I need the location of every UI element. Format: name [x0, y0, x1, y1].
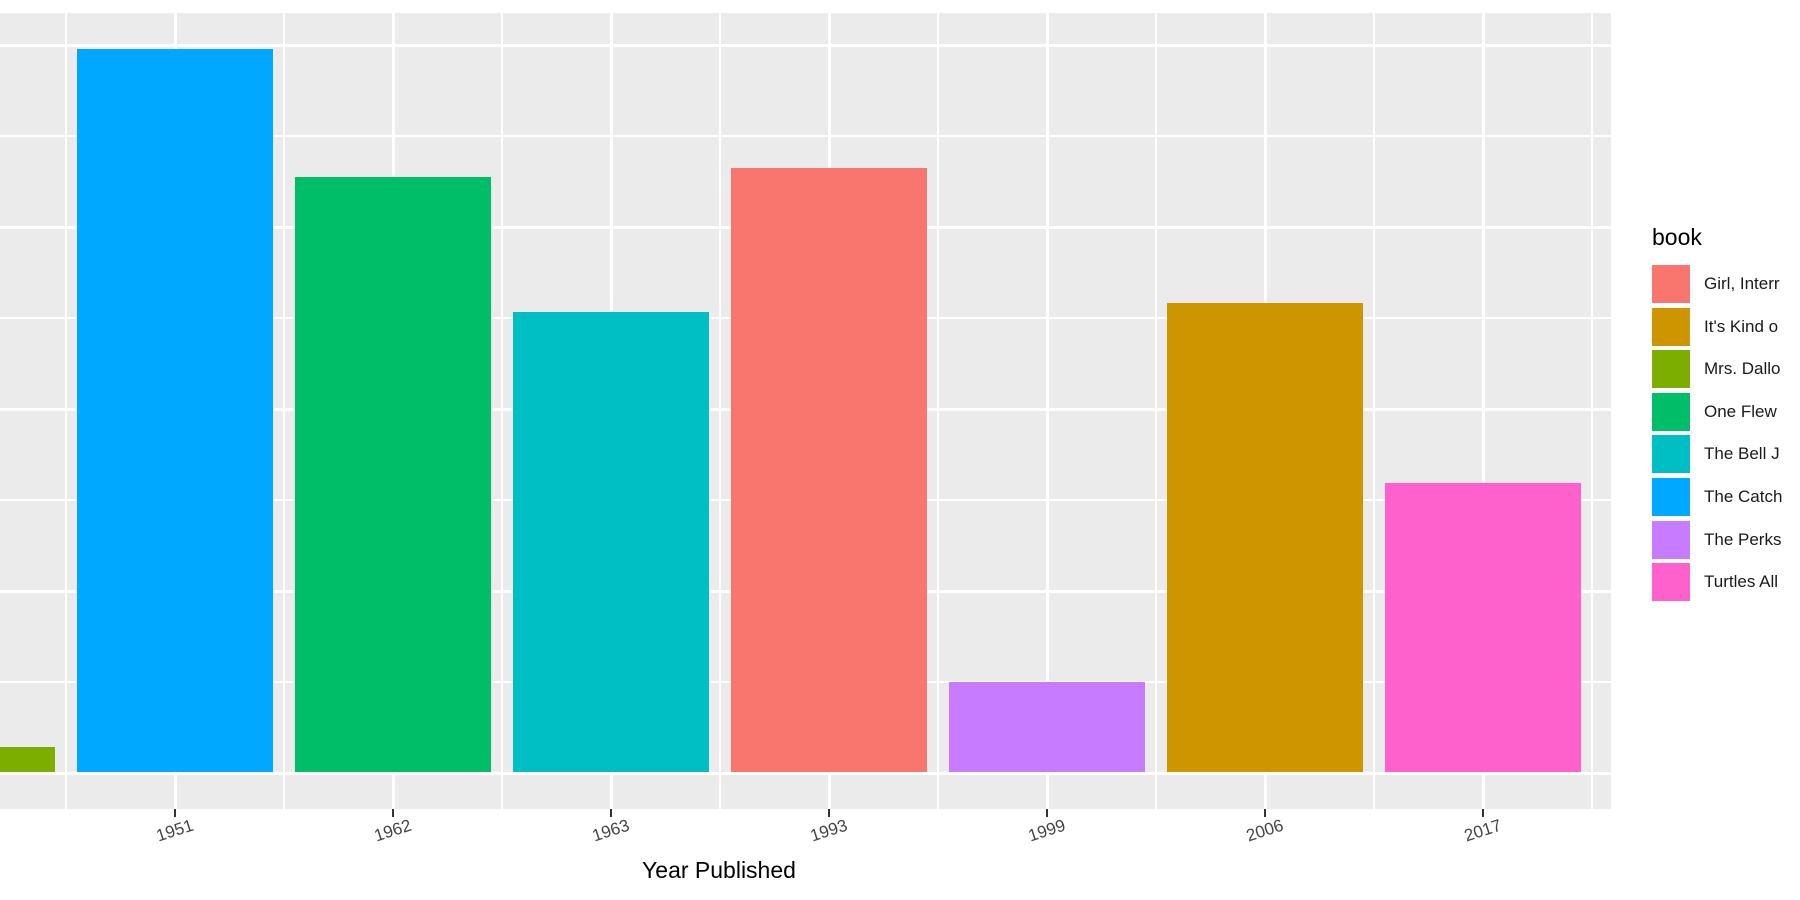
minor-gridline-vertical	[1591, 13, 1593, 809]
legend-key-swatch	[1652, 521, 1690, 559]
legend-row: It's Kind o	[1652, 308, 1778, 346]
legend-label: Girl, Interr	[1704, 274, 1780, 293]
x-axis-tick	[174, 809, 176, 817]
x-axis-tick-label: 2017	[1461, 815, 1504, 846]
minor-gridline-vertical	[1373, 13, 1375, 809]
legend-row: Mrs. Dallo	[1652, 350, 1781, 388]
bar-1993	[731, 168, 927, 772]
major-gridline-horizontal	[0, 43, 1611, 47]
minor-gridline-vertical	[283, 13, 285, 809]
bar-2017	[1385, 483, 1581, 772]
legend-row: Turtles All	[1652, 563, 1778, 601]
legend-row: The Catch	[1652, 478, 1782, 516]
legend-key-swatch	[1652, 393, 1690, 431]
legend-key-swatch	[1652, 563, 1690, 601]
x-axis-tick	[828, 809, 830, 817]
x-axis-tick	[392, 809, 394, 817]
legend-key-swatch	[1652, 308, 1690, 346]
major-gridline-horizontal	[0, 771, 1611, 775]
legend-label: The Bell J	[1704, 444, 1780, 463]
bar-1962	[295, 177, 491, 772]
bar-1999	[949, 682, 1145, 772]
legend-title: book	[1652, 224, 1702, 250]
legend-row: Girl, Interr	[1652, 265, 1780, 303]
x-axis-tick-label: 1963	[589, 815, 632, 846]
x-axis-tick-label: 1962	[371, 815, 414, 846]
minor-gridline-horizontal	[0, 135, 1611, 137]
minor-gridline-vertical	[501, 13, 503, 809]
minor-gridline-vertical	[937, 13, 939, 809]
legend-label: The Perks	[1704, 530, 1782, 549]
legend-key-swatch	[1652, 265, 1690, 303]
x-axis-tick	[1264, 809, 1266, 817]
legend-label: Turtles All	[1704, 572, 1779, 591]
bar-1963	[513, 312, 709, 772]
plot-panel	[0, 13, 1611, 809]
legend-row: One Flew	[1652, 393, 1777, 431]
legend-row: The Perks	[1652, 521, 1781, 559]
legend-key-swatch	[1652, 350, 1690, 388]
x-axis-title: Year Published	[642, 857, 796, 883]
x-axis-tick	[1046, 809, 1048, 817]
x-axis-tick-label: 2006	[1243, 815, 1286, 846]
minor-gridline-vertical	[65, 13, 67, 809]
legend-label: One Flew	[1704, 402, 1777, 421]
x-axis-tick-label: 1993	[807, 815, 850, 846]
x-axis-tick-label: 1999	[1025, 815, 1068, 846]
legend-label: It's Kind o	[1704, 317, 1779, 336]
minor-gridline-vertical	[1155, 13, 1157, 809]
bar-1951	[77, 49, 273, 772]
minor-gridline-vertical	[719, 13, 721, 809]
bar-cropped-left	[0, 747, 55, 772]
legend-label: Mrs. Dallo	[1704, 359, 1781, 378]
major-gridline-vertical	[1045, 13, 1049, 809]
x-axis-tick-label: 1951	[153, 815, 196, 846]
x-axis-tick	[1482, 809, 1484, 817]
legend-key-swatch	[1652, 478, 1690, 516]
x-axis-tick	[610, 809, 612, 817]
legend-label: The Catch	[1704, 487, 1783, 506]
legend-row: The Bell J	[1652, 435, 1780, 473]
bar-2006	[1167, 303, 1363, 772]
legend-key-swatch	[1652, 435, 1690, 473]
major-gridline-vertical	[1481, 13, 1485, 809]
